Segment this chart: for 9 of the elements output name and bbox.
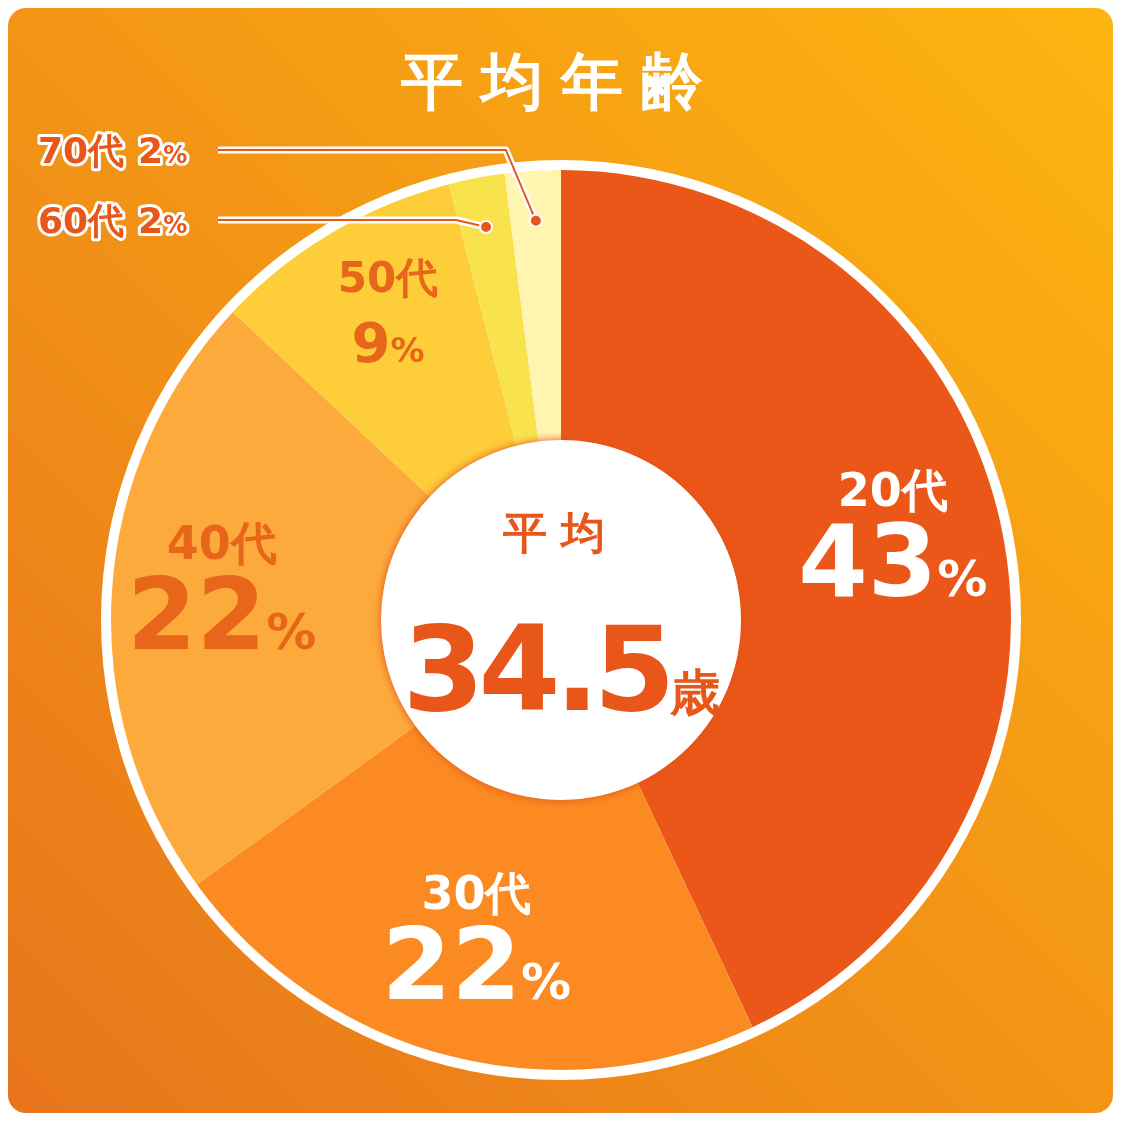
data-label: 2% [138, 200, 188, 241]
slice-label: 50代 [337, 253, 439, 303]
text: 34.5歳 [402, 600, 720, 738]
chart-title: 平均年齢 [400, 45, 721, 118]
text: 平均 [503, 507, 619, 558]
slice-label: 60代 [38, 200, 125, 241]
data-label: 9% [351, 310, 425, 376]
slice-label: 70代 [38, 130, 125, 171]
data-label: 2% [138, 130, 188, 171]
